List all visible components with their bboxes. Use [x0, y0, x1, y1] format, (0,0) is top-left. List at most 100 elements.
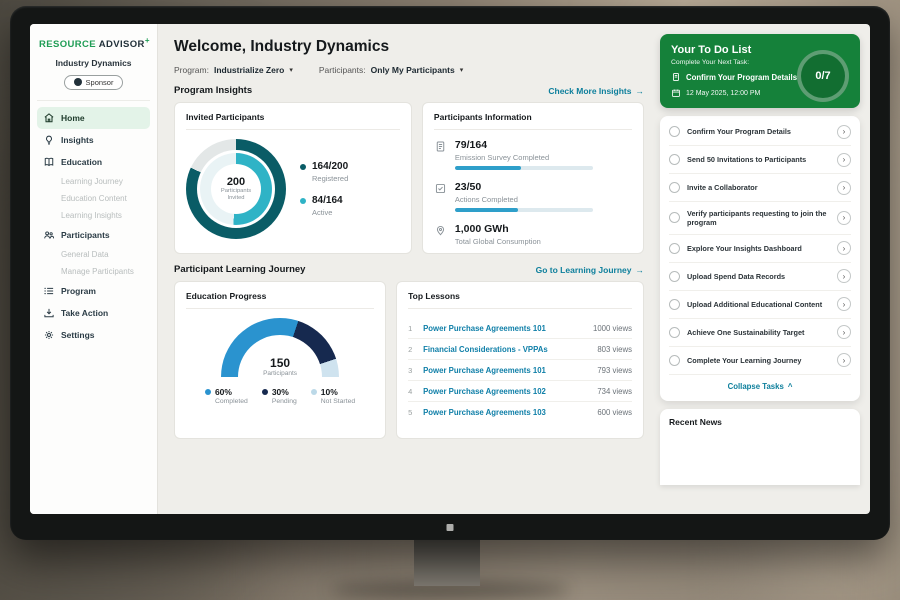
chevron-right-icon[interactable]: › — [837, 241, 851, 256]
lesson-title-link[interactable]: Power Purchase Agreements 101 — [423, 323, 546, 333]
logo-text-resource: RESOURCE — [39, 39, 97, 51]
chevron-right-icon[interactable]: › — [837, 210, 851, 225]
task-item[interactable]: Send 50 Invitations to Participants › — [669, 146, 851, 174]
legend-value: 164/200 — [312, 161, 349, 172]
sidebar-nav: Home Insights Education Learning Journey… — [37, 107, 150, 346]
task-checkbox[interactable] — [669, 326, 680, 338]
emission-survey-progressbar — [454, 166, 593, 170]
task-item[interactable]: Confirm Your Program Details › — [669, 118, 851, 146]
lesson-title-link[interactable]: Financial Considerations - VPPAs — [423, 344, 548, 354]
task-checkbox[interactable] — [669, 182, 680, 193]
sidebar-item-learning-journey[interactable]: Learning Journey — [61, 177, 123, 187]
sponsor-icon — [73, 78, 82, 87]
chevron-right-icon[interactable]: › — [837, 180, 851, 195]
chevron-right-icon[interactable]: › — [837, 297, 851, 312]
donut-center: 200 Participants Invited — [186, 139, 286, 239]
card-title: Top Lessons — [408, 291, 632, 309]
sidebar-item-participants[interactable]: Participants — [37, 224, 150, 246]
sidebar-item-take-action[interactable]: Take Action — [37, 302, 150, 324]
sidebar-item-general-data[interactable]: General Data — [61, 250, 109, 260]
sidebar-item-learning-insights[interactable]: Learning Insights — [61, 211, 122, 221]
program-label: Program: — [174, 65, 209, 75]
filter-bar: Program: Industrialize Zero ▾ Participan… — [174, 65, 644, 75]
chevron-right-icon[interactable]: › — [837, 152, 851, 167]
actions-progressbar — [454, 208, 593, 212]
sidebar-item-manage-participants[interactable]: Manage Participants — [61, 267, 134, 277]
sidebar-item-education-content[interactable]: Education Content — [61, 194, 127, 204]
lesson-rank: 1 — [408, 323, 413, 333]
lesson-row: 4 Power Purchase Agreements 102 734 view… — [408, 381, 632, 402]
home-icon — [44, 113, 54, 123]
task-checkbox[interactable] — [669, 126, 680, 137]
legend-dot — [261, 389, 268, 395]
org-name: Industry Dynamics — [55, 58, 132, 69]
sidebar-item-label: Participants — [61, 230, 110, 241]
chevron-down-icon: ▾ — [459, 67, 464, 74]
insights-icon — [46, 135, 52, 145]
app-logo: RESOURCE ADVISOR+ — [37, 34, 150, 58]
task-label: Upload Additional Educational Content — [687, 299, 823, 309]
task-checkbox[interactable] — [669, 154, 680, 165]
task-item[interactable]: Upload Spend Data Records › — [669, 263, 851, 291]
todo-subtitle: Complete Your Next Task: — [671, 59, 750, 66]
task-item[interactable]: Complete Your Learning Journey › — [669, 347, 851, 375]
legend-value: 60% — [214, 387, 232, 397]
task-item[interactable]: Upload Additional Educational Content › — [669, 291, 851, 319]
info-row-actions: 23/50 Actions Completed — [434, 181, 632, 212]
task-checkbox[interactable] — [669, 242, 680, 254]
todo-next-task-label: Confirm Your Program Details — [686, 72, 798, 82]
lesson-title-link[interactable]: Power Purchase Agreements 102 — [423, 386, 546, 396]
chevron-right-icon[interactable]: › — [837, 269, 851, 284]
legend-dot — [300, 198, 306, 204]
gauge-center-value: 150 — [270, 356, 291, 370]
legend-value: 84/164 — [312, 195, 343, 206]
legend-item-active: 84/164 Active — [300, 195, 348, 217]
chevron-right-icon[interactable]: › — [837, 353, 851, 368]
todo-tasks-card: Confirm Your Program Details › Send 50 I… — [660, 116, 860, 401]
section-title: Program Insights — [174, 85, 253, 96]
task-item[interactable]: Invite a Collaborator › — [669, 174, 851, 202]
sidebar-item-insights[interactable]: Insights — [37, 129, 150, 151]
sidebar-item-settings[interactable]: Settings — [37, 324, 150, 346]
participants-dropdown[interactable]: Participants: Only My Participants ▾ — [319, 65, 463, 75]
go-to-learning-journey-link[interactable]: Go to Learning Journey → — [536, 265, 644, 275]
collapse-tasks-link[interactable]: Collapse Tasks ^ — [669, 375, 851, 399]
page-title: Welcome, Industry Dynamics — [174, 38, 390, 55]
invited-participants-card: Invited Participants 200 Participants In… — [174, 102, 412, 254]
lesson-row: 3 Power Purchase Agreements 101 793 view… — [408, 360, 632, 381]
card-title: Invited Participants — [186, 112, 400, 130]
sponsor-badge[interactable]: Sponsor — [63, 74, 124, 90]
task-checkbox[interactable] — [669, 270, 680, 282]
sidebar-item-label: Program — [61, 286, 96, 297]
task-item[interactable]: Explore Your Insights Dashboard › — [669, 235, 851, 263]
todo-next-task[interactable]: Confirm Your Program Details — [671, 72, 801, 82]
education-icon — [44, 157, 54, 167]
program-dropdown[interactable]: Program: Industrialize Zero ▾ — [174, 65, 293, 75]
task-checkbox[interactable] — [669, 212, 680, 224]
chevron-right-icon[interactable]: › — [837, 124, 851, 139]
participants-label: Participants: — [318, 65, 366, 75]
task-checkbox[interactable] — [669, 354, 680, 366]
task-item[interactable]: Achieve One Sustainability Target › — [669, 319, 851, 347]
calendar-icon — [672, 89, 680, 97]
lesson-row: 1 Power Purchase Agreements 101 1000 vie… — [408, 318, 632, 339]
sidebar-item-education[interactable]: Education — [37, 151, 150, 173]
task-checkbox[interactable] — [669, 298, 680, 310]
todo-column: Your To Do List Complete Your Next Task:… — [656, 24, 870, 514]
lesson-title-link[interactable]: Power Purchase Agreements 103 — [423, 407, 546, 417]
lesson-rank: 3 — [408, 365, 413, 375]
chevron-right-icon[interactable]: › — [837, 325, 851, 340]
sidebar-item-home[interactable]: Home — [37, 107, 150, 130]
sidebar-item-program[interactable]: Program — [37, 280, 150, 302]
lesson-views: 600 views — [597, 407, 632, 417]
lesson-title-link[interactable]: Power Purchase Agreements 101 — [423, 365, 546, 375]
check-more-insights-link[interactable]: Check More Insights → — [548, 86, 644, 96]
settings-gear-icon — [44, 331, 54, 340]
sidebar-item-label: Education — [61, 157, 103, 168]
legend-dot — [310, 389, 317, 395]
task-label: Upload Spend Data Records — [687, 271, 786, 281]
task-item[interactable]: Verify participants requesting to join t… — [669, 202, 851, 235]
card-title: Participants Information — [433, 112, 632, 130]
sidebar-item-label: Take Action — [61, 308, 109, 319]
